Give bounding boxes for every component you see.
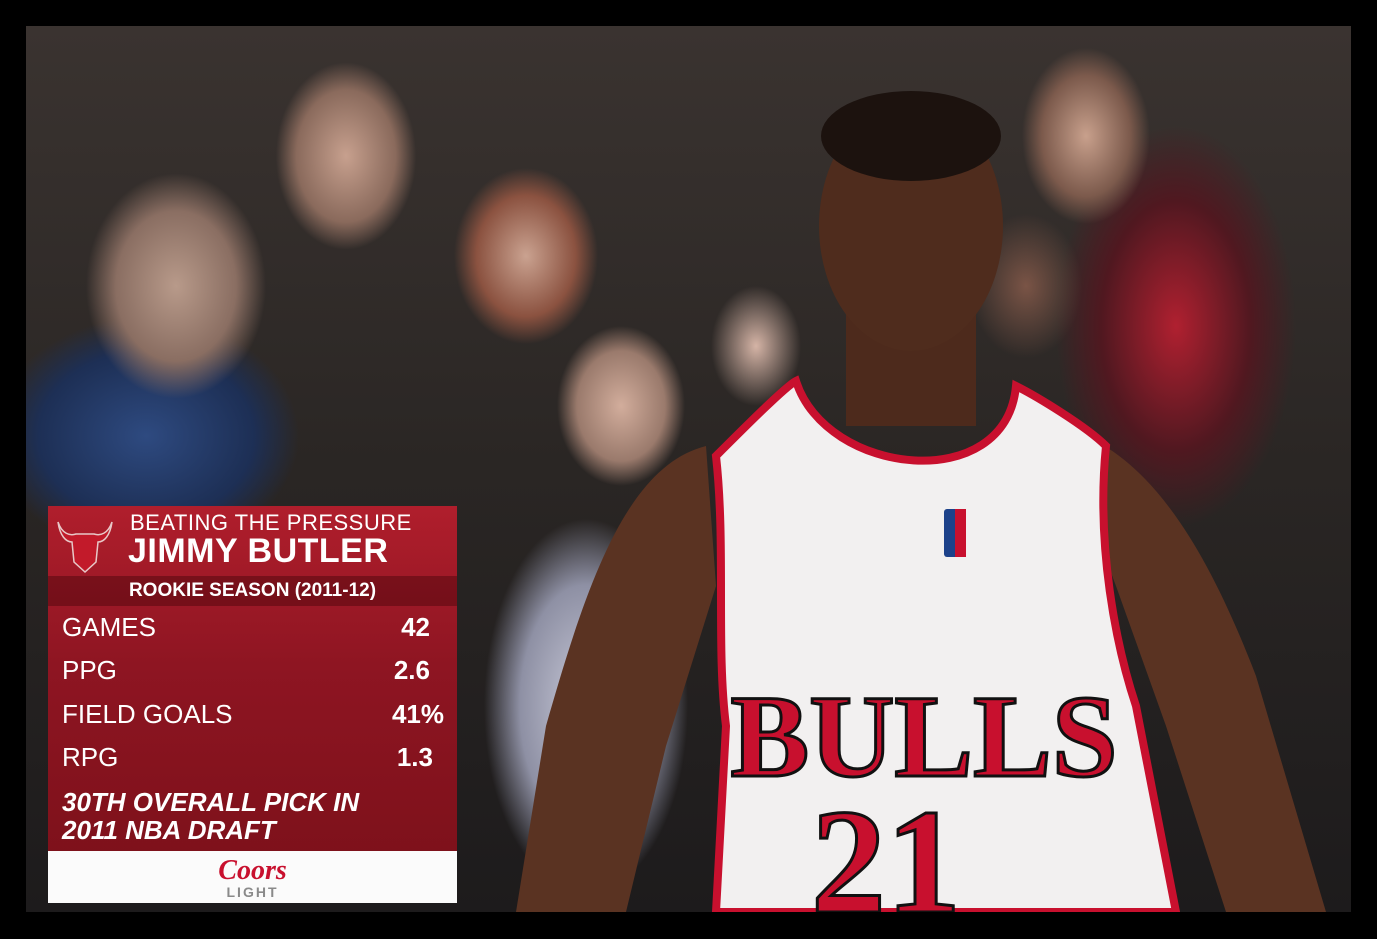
stat-value: 42 (401, 612, 430, 642)
stat-value: 41% (391, 699, 444, 729)
stat-label: PPG (62, 655, 117, 685)
stat-row: GAMES 42 (62, 612, 430, 648)
stat-row: PPG 2.6 (62, 655, 430, 691)
stats-overlay: BEATING THE PRESSURE JIMMY BUTLER ROOKIE… (48, 506, 457, 903)
headline: BEATING THE PRESSURE (130, 510, 412, 535)
stat-row: FIELD GOALS 41% (62, 699, 444, 735)
subheader: ROOKIE SEASON (2011-12) (48, 576, 457, 606)
draft-note-line1: 30TH OVERALL PICK IN (62, 787, 360, 817)
draft-note-line2: 2011 NBA DRAFT (62, 815, 276, 845)
nba-logo-icon (944, 509, 966, 557)
sponsor-sub: LIGHT (226, 884, 279, 900)
stat-label: FIELD GOALS (62, 699, 233, 729)
draft-note: 30TH OVERALL PICK IN 2011 NBA DRAFT (62, 788, 359, 844)
broadcast-frame: BULLS 21 BEATING THE PRESSURE JIMMY BUTL… (26, 26, 1351, 912)
stat-label: RPG (62, 742, 119, 772)
sponsor-bar: Coors LIGHT (48, 851, 457, 903)
stat-value: 2.6 (393, 655, 430, 685)
stat-row: RPG 1.3 (62, 742, 433, 778)
sponsor-logo: Coors (218, 855, 287, 886)
stat-label: GAMES (62, 612, 156, 642)
player-name: JIMMY BUTLER (128, 532, 389, 570)
jersey-team-text: BULLS (731, 671, 1118, 802)
stat-value: 1.3 (396, 742, 433, 772)
player-figure: BULLS 21 (516, 91, 1326, 912)
bulls-logo-icon (57, 521, 113, 574)
jersey-number-text: 21 (811, 779, 961, 912)
